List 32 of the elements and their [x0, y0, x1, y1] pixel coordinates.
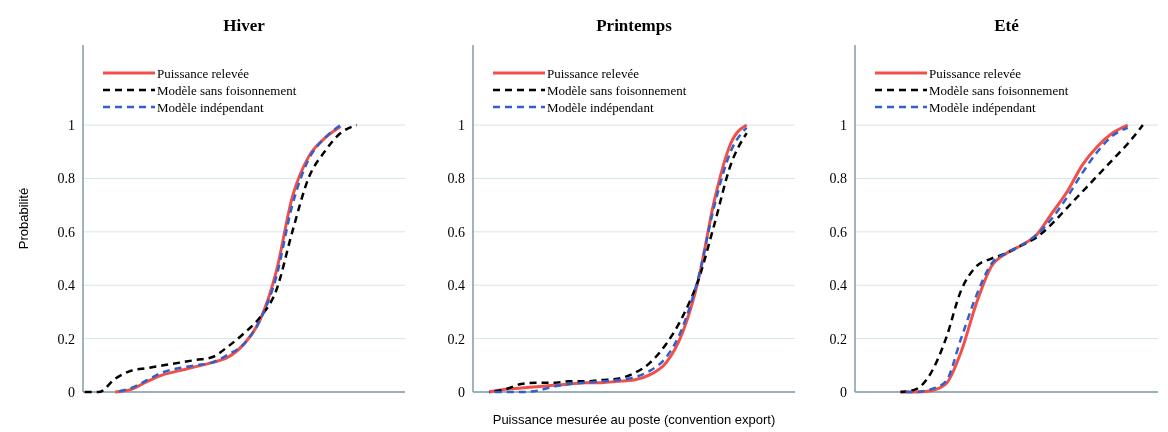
legend-label: Puissance relevée	[929, 65, 1022, 81]
y-tick-label: 1	[840, 117, 847, 133]
y-tick-label: 0.4	[829, 278, 847, 294]
chart-title: Printemps	[596, 16, 673, 35]
legend-label: Modèle sans foisonnement	[547, 82, 687, 98]
y-tick-label: 0.2	[447, 331, 465, 347]
y-tick-label: 0.4	[57, 278, 75, 294]
y-tick-label: 0.2	[829, 331, 847, 347]
legend-label: Modèle indépendant	[157, 99, 264, 115]
legend-label: Puissance relevée	[547, 65, 640, 81]
legend-label: Modèle indépendant	[929, 99, 1036, 115]
y-tick-label: 0.8	[829, 171, 847, 187]
y-tick-label: 1	[68, 117, 75, 133]
chart-title: Hiver	[223, 16, 266, 35]
x-axis-title: Puissance mesurée au poste (convention export)	[492, 412, 776, 427]
y-tick-label: 0.6	[829, 224, 847, 240]
y-tick-label: 0	[68, 384, 75, 400]
y-tick-label: 0.6	[447, 224, 465, 240]
y-tick-label: 0	[840, 384, 847, 400]
legend-label: Modèle indépendant	[547, 99, 654, 115]
y-tick-label: 0.4	[447, 278, 465, 294]
y-tick-label: 0.2	[57, 331, 75, 347]
y-tick-label: 1	[458, 117, 465, 133]
y-axis-title: Probabilité	[16, 187, 31, 250]
y-tick-label: 0.6	[57, 224, 75, 240]
y-tick-label: 0.8	[57, 171, 75, 187]
legend-label: Modèle sans foisonnement	[929, 82, 1069, 98]
chart-title: Eté	[994, 16, 1020, 35]
legend-label: Puissance relevée	[157, 65, 250, 81]
legend-label: Modèle sans foisonnement	[157, 82, 297, 98]
y-tick-label: 0.8	[447, 171, 465, 187]
y-tick-label: 0	[458, 384, 465, 400]
